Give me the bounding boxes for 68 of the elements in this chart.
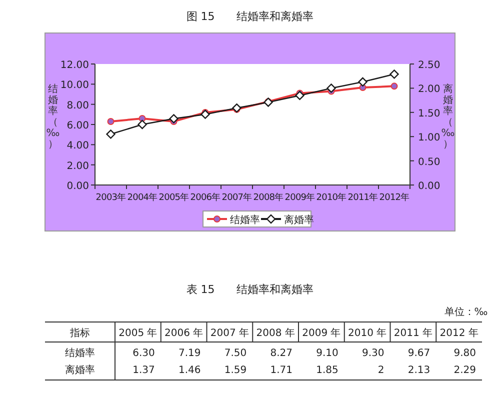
text: 7.19 xyxy=(178,348,201,359)
point xyxy=(106,130,116,139)
text: 1.46 xyxy=(178,365,201,376)
text: 指标 xyxy=(69,327,90,339)
x-tick-label: 2003年 xyxy=(96,192,126,203)
text: 9.10 xyxy=(316,348,338,359)
text: 9.30 xyxy=(362,348,384,359)
y-tick-label: 4.00 xyxy=(66,140,89,152)
x-tick-label: 2009年 xyxy=(284,192,316,203)
y2-axis-title: 离婚率（‰） xyxy=(441,83,455,150)
y2-tick-label: 0.00 xyxy=(418,181,440,192)
legend-label: 结婚率 xyxy=(230,214,260,226)
point xyxy=(390,82,398,90)
y2-tick-label: 1.50 xyxy=(418,108,440,120)
text: 2011 年 xyxy=(394,327,433,339)
point xyxy=(200,110,210,119)
text: 2.29 xyxy=(454,365,476,376)
text: 2 xyxy=(378,365,384,376)
text: 2008 年 xyxy=(256,327,295,339)
text: 1.85 xyxy=(316,365,338,376)
point xyxy=(138,120,147,130)
text: 9.67 xyxy=(408,348,430,359)
point xyxy=(232,103,242,113)
text: 2010 年 xyxy=(348,327,387,339)
point xyxy=(169,114,178,124)
y-tick-label: 8.00 xyxy=(66,100,89,112)
point xyxy=(326,84,336,93)
text: 7.50 xyxy=(224,348,247,359)
text: 9.80 xyxy=(454,348,476,359)
point xyxy=(295,90,304,100)
y-tick-label: 10.00 xyxy=(60,80,89,92)
x-tick-label: 2010年 xyxy=(316,192,347,203)
y2-tick-label: 0.50 xyxy=(418,156,440,168)
text: 1.37 xyxy=(132,365,155,376)
point xyxy=(390,70,399,79)
text: 1.71 xyxy=(270,365,292,376)
text: 单位：‰ xyxy=(444,306,488,318)
y2-tick-label: 1.00 xyxy=(418,132,440,144)
text: 2012 年 xyxy=(440,327,478,339)
point xyxy=(358,77,368,87)
x-tick-label: 2007年 xyxy=(222,192,252,203)
text: 6.30 xyxy=(132,348,155,359)
text: 结婚率 xyxy=(65,347,95,359)
text: 2009 年 xyxy=(302,327,341,339)
x-tick-label: 2006年 xyxy=(190,192,221,203)
y-tick-label: 12.00 xyxy=(60,60,89,71)
text: 8.27 xyxy=(270,348,292,359)
legend-label: 离婚率 xyxy=(284,214,314,226)
text: 2005 年 xyxy=(118,327,158,339)
x-tick-label: 2004年 xyxy=(127,192,158,203)
text: 表 15 结婚率和离婚率 xyxy=(186,283,314,296)
chart-title: 图 15 结婚率和离婚率 xyxy=(186,10,314,23)
text: 2006 年 xyxy=(164,327,204,339)
x-tick-label: 2008年 xyxy=(253,192,284,203)
y-tick-label: 0.00 xyxy=(66,181,89,192)
text: 2007 年 xyxy=(210,327,250,339)
point xyxy=(107,118,114,125)
text: 1.59 xyxy=(224,365,247,376)
y-tick-label: 2.00 xyxy=(66,160,89,172)
y2-tick-label: 2.00 xyxy=(418,84,440,96)
x-tick-label: 2005年 xyxy=(158,192,190,203)
y-tick-label: 6.00 xyxy=(66,120,89,132)
y-axis-title: 结婚率（‰） xyxy=(46,83,60,150)
x-tick-label: 2012年 xyxy=(379,192,410,203)
x-tick-label: 2011年 xyxy=(348,192,378,203)
y2-tick-label: 2.50 xyxy=(418,60,440,71)
text: 2.13 xyxy=(408,365,430,376)
text: 离婚率 xyxy=(65,364,95,376)
